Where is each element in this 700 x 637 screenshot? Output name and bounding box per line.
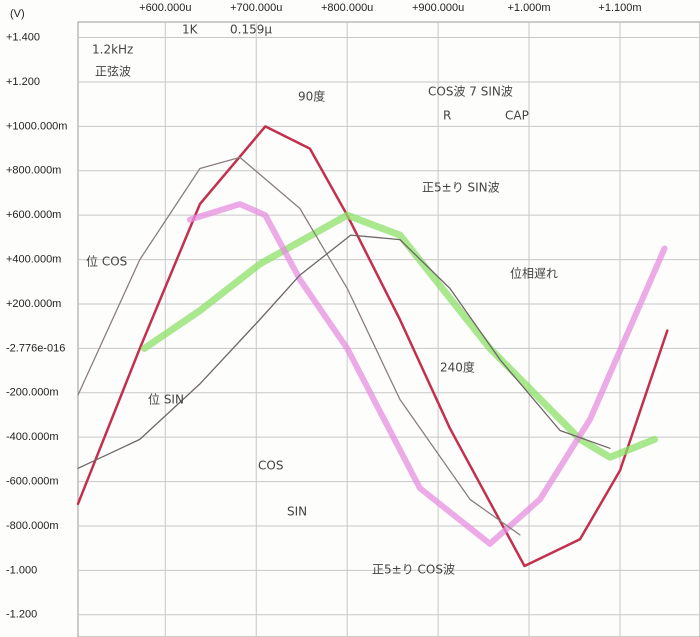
y-tick-label: -200.000m bbox=[6, 387, 59, 399]
y-tick-label: +1.200 bbox=[6, 76, 40, 88]
annotation: 位 COS bbox=[86, 254, 127, 269]
y-tick-label: -400.000m bbox=[6, 431, 59, 443]
y-unit: (V) bbox=[10, 8, 25, 20]
x-tick-label: +1.100m bbox=[598, 2, 641, 14]
y-tick-label: +400.000m bbox=[6, 253, 61, 265]
x-tick-label: +800.000u bbox=[321, 2, 373, 14]
annotation: COS bbox=[258, 459, 283, 473]
annotation: 90度 bbox=[298, 89, 325, 104]
y-tick-label: -2.776e-016 bbox=[6, 342, 65, 354]
y-tick-label: -600.000m bbox=[6, 475, 59, 487]
annotation: 240度 bbox=[440, 360, 475, 375]
y-tick-label: +1000.000m bbox=[6, 120, 67, 132]
annotation: 正5±り SIN波 bbox=[422, 181, 500, 195]
annotation: R bbox=[443, 109, 451, 123]
x-tick-label: +900.000u bbox=[412, 2, 464, 14]
annotation: 0.159μ bbox=[230, 23, 272, 37]
line bbox=[76, 125, 669, 568]
line bbox=[77, 156, 521, 536]
annotation: 1.2kHz bbox=[92, 43, 133, 57]
y-tick-label: -800.000m bbox=[6, 520, 59, 532]
y-tick-label: -1.000 bbox=[6, 564, 37, 576]
line bbox=[77, 234, 611, 469]
x-tick-label: +600.000u bbox=[139, 2, 191, 14]
y-tick-label: -1.200 bbox=[6, 609, 37, 621]
line bbox=[186, 201, 668, 547]
annotation: 1K bbox=[182, 23, 199, 37]
annotation: 位 SIN bbox=[148, 392, 184, 407]
annotation: SIN bbox=[287, 505, 307, 519]
y-tick-label: +800.000m bbox=[6, 165, 61, 177]
annotation: CAP bbox=[505, 109, 529, 123]
annotations: 1.2kHz 正弦波 1K 0.159μ 90度 COS波 7 SIN波 R C… bbox=[86, 23, 558, 577]
annotation: 位相遅れ bbox=[510, 266, 558, 281]
annotation: 正弦波 bbox=[95, 64, 131, 79]
y-tick-label: +600.000m bbox=[6, 209, 61, 221]
line bbox=[140, 211, 658, 461]
plot-area: +1.400 +1.200 +1000.000m +800.000m +600.000m… bbox=[6, 2, 700, 637]
plot-frame bbox=[77, 21, 700, 637]
x-tick-label: +700.000u bbox=[230, 2, 282, 14]
y-tick-label: +200.000m bbox=[6, 298, 61, 310]
x-tick-label: +1.000m bbox=[507, 2, 550, 14]
annotation: COS波 7 SIN波 bbox=[428, 85, 513, 99]
annotation: 正5±り COS波 bbox=[372, 563, 455, 577]
y-tick-label: +1.400 bbox=[6, 31, 40, 43]
